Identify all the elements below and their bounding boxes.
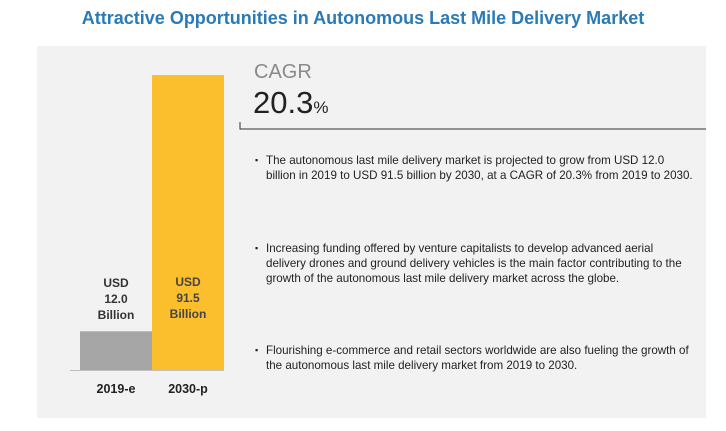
bar-data-label: USD 91.5 Billion xyxy=(169,275,207,321)
bullet-item: ▪ Increasing funding offered by venture … xyxy=(255,241,695,286)
category-label: 2019-e xyxy=(96,382,136,396)
bullet-marker: ▪ xyxy=(255,345,259,355)
bullet-item: ▪ The autonomous last mile delivery mark… xyxy=(255,153,695,183)
bullet-text: The autonomous last mile delivery market… xyxy=(266,154,693,182)
cagr-value: 20.3 xyxy=(253,85,314,120)
bullet-marker: ▪ xyxy=(255,243,259,253)
cagr-underline xyxy=(239,122,706,130)
bar-data-label: USD 12.0 Billion xyxy=(97,276,135,323)
bar-2030-p xyxy=(152,75,224,370)
page-title: Attractive Opportunities in Autonomous L… xyxy=(81,8,645,28)
bullet-item: ▪ Flourishing e-commerce and retail sect… xyxy=(255,343,695,373)
bullet-text: Flourishing e-commerce and retail sector… xyxy=(266,344,689,372)
category-label: 2030-p xyxy=(168,382,208,396)
bullet-text: Increasing funding offered by venture ca… xyxy=(266,242,682,285)
cagr-value-block: 20.3% xyxy=(253,85,328,121)
bullet-marker: ▪ xyxy=(255,155,259,165)
cagr-label: CAGR xyxy=(254,61,312,83)
cagr-unit: % xyxy=(313,98,329,117)
bar-2019-e xyxy=(80,331,152,370)
